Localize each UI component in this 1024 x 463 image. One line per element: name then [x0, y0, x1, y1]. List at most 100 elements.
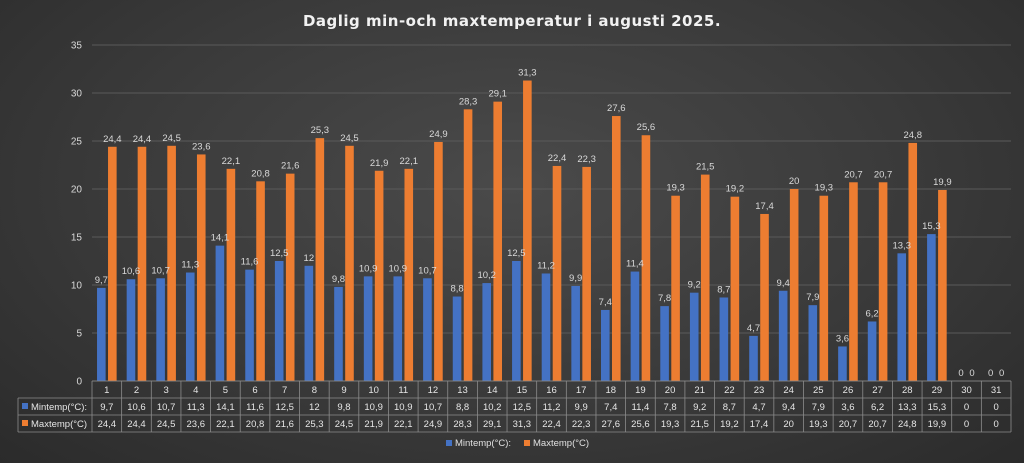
min-temp-data-label: 10,2 [477, 270, 496, 281]
x-category-label: 23 [754, 385, 765, 396]
max-temp-bar [463, 109, 473, 381]
max-temp-data-label: 23,6 [192, 141, 211, 152]
legend: Mintemp(°C): Maxtemp(°C) [446, 438, 589, 449]
max-temp-bar [167, 145, 176, 381]
min-temp-bar [156, 278, 165, 381]
max-temp-bar [315, 138, 325, 381]
min-temp-bar [185, 272, 195, 381]
min-temp-bar [245, 269, 254, 381]
max-temp-table-cell: 19,3 [809, 419, 828, 430]
min-temp-data-label: 8,8 [450, 284, 463, 295]
max-temp-data-label: 22,4 [548, 153, 567, 164]
min-temp-bar [423, 278, 432, 381]
max-temp-bar [108, 146, 117, 381]
y-tick-label: 25 [71, 137, 83, 148]
x-category-label: 5 [223, 385, 228, 396]
min-temp-table-cell: 9,7 [100, 402, 113, 413]
min-temp-bar [689, 292, 699, 381]
max-temp-data-label: 20,7 [874, 169, 893, 180]
max-temp-bar [700, 174, 710, 381]
max-temp-data-label: 22,1 [222, 156, 241, 167]
max-temp-table-cell: 25,6 [631, 419, 650, 430]
y-tick-label: 15 [71, 233, 83, 244]
max-temp-data-label: 24,9 [429, 129, 448, 140]
min-temp-bar [838, 346, 847, 381]
max-temp-data-label: 25,6 [637, 122, 656, 133]
min-temp-data-label: 4,7 [747, 323, 760, 334]
max-temp-bar [671, 195, 680, 381]
min-temp-data-label: 9,8 [332, 274, 345, 285]
min-temp-table-cell: 11,4 [632, 402, 650, 413]
max-temp-table-cell: 24,5 [335, 419, 354, 430]
min-temp-data-label: 7,8 [658, 293, 671, 304]
x-category-label: 11 [398, 385, 408, 396]
max-temp-table-cell: 23,6 [187, 419, 206, 430]
max-temp-data-label: 17,4 [755, 201, 774, 212]
x-category-label: 1 [104, 385, 109, 396]
max-temp-data-label: 20,7 [844, 169, 863, 180]
min-temp-bar [660, 306, 669, 381]
min-temp-table-cell: 14,1 [216, 402, 235, 413]
min-temp-table-cell: 7,9 [812, 402, 825, 413]
x-category-label: 26 [843, 385, 854, 396]
max-temp-data-label: 24,5 [340, 133, 359, 144]
max-temp-data-label: 19,3 [666, 183, 685, 194]
max-temp-bar [493, 101, 503, 381]
x-category-label: 31 [991, 385, 1002, 396]
x-category-label: 25 [813, 385, 824, 396]
max-temp-bar [730, 196, 740, 381]
max-temp-bar [434, 141, 443, 381]
max-temp-bar [849, 182, 858, 381]
x-category-label: 16 [546, 385, 557, 396]
max-temp-table-cell: 22,3 [572, 419, 591, 430]
max-temp-data-label: 24,5 [162, 133, 181, 144]
chart-title: Daglig min-och maxtemperatur i augusti 2… [303, 12, 721, 30]
max-temp-data-label: 28,3 [459, 96, 478, 107]
min-temp-table-cell: 4,7 [752, 402, 765, 413]
gridlines [92, 44, 1011, 382]
min-temp-data-label: 0 [958, 368, 963, 379]
max-temp-data-label: 19,9 [933, 177, 952, 188]
min-temp-bar [393, 276, 403, 381]
min-temp-data-label: 9,4 [777, 278, 790, 289]
x-category-label: 6 [252, 385, 257, 396]
legend-swatch-max [524, 440, 530, 446]
max-temp-bar [374, 170, 384, 381]
min-temp-row-header: Mintemp(°C): [31, 402, 87, 413]
min-temp-bar [571, 285, 580, 381]
min-temp-data-label: 13,3 [892, 240, 911, 251]
min-temp-table-cell: 6,2 [871, 402, 884, 413]
min-temp-table-cell: 12 [309, 402, 320, 413]
min-temp-bar [97, 287, 106, 381]
max-temp-table-cell: 22,1 [394, 419, 413, 430]
min-temp-bar [452, 296, 462, 381]
x-category-label: 3 [163, 385, 168, 396]
max-temp-bar [226, 168, 236, 381]
max-temp-table-cell: 21,6 [275, 419, 294, 430]
max-temp-table-cell: 22,4 [542, 419, 561, 430]
max-temp-bar [819, 195, 829, 381]
max-temp-bar [285, 173, 295, 381]
x-category-label: 12 [428, 385, 439, 396]
min-temp-data-label: 15,3 [922, 221, 941, 232]
min-temp-data-label: 3,6 [836, 333, 849, 344]
y-tick-label: 0 [76, 377, 82, 388]
x-category-label: 21 [694, 385, 705, 396]
max-temp-data-label: 22,3 [577, 154, 596, 165]
min-temp-table-cell: 12,5 [275, 402, 294, 413]
min-temp-table-cell: 9,9 [575, 402, 588, 413]
max-temp-table-cell: 21,9 [364, 419, 383, 430]
min-temp-bar [897, 253, 907, 381]
max-temp-bar [552, 165, 562, 381]
max-temp-data-label: 24,8 [903, 130, 922, 141]
max-temp-data-label: 19,2 [726, 184, 745, 195]
max-temp-bar [641, 135, 651, 381]
data-table: 1 2 3 4 5 6 7 8 9 10 11 12 13 14 15 16 17 18 19 20 21 22 23 24 2… [17, 380, 1012, 433]
max-temp-table-key [22, 420, 28, 426]
max-temp-bar [523, 80, 532, 382]
y-tick-label: 35 [71, 41, 83, 52]
min-temp-table-cell: 9,2 [693, 402, 706, 413]
min-temp-table-cell: 8,7 [723, 402, 736, 413]
min-temp-bar [808, 305, 818, 381]
max-temp-table-cell: 31,3 [513, 419, 532, 430]
